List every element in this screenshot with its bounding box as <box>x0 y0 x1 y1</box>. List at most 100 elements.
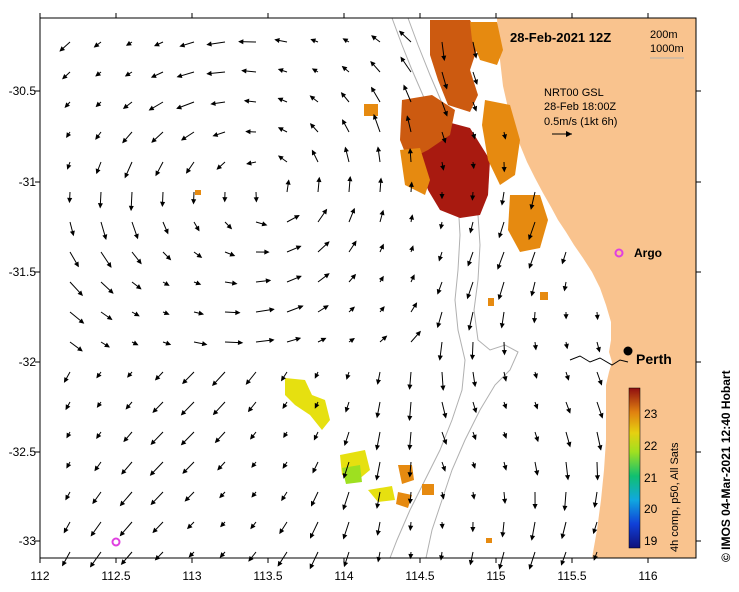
current-vector-head <box>222 197 228 203</box>
current-vector-head <box>502 433 508 439</box>
current-vector-head <box>120 559 127 565</box>
current-vector-head <box>74 261 79 268</box>
current-vector-head <box>90 530 96 537</box>
current-vector-head <box>191 199 197 205</box>
current-vector-head <box>343 146 349 153</box>
current-vector-head <box>340 92 347 98</box>
current-vector-head <box>376 379 381 385</box>
current-vector-head <box>314 372 320 379</box>
current-vector-head <box>151 137 157 143</box>
current-vector-head <box>350 207 356 214</box>
lat-tick-label: -31.5 <box>9 265 37 279</box>
current-vector-head <box>441 137 447 144</box>
current-vector-head <box>562 285 568 292</box>
current-vector-head <box>472 105 478 112</box>
current-vector-head <box>253 197 259 203</box>
current-vector-head <box>342 473 348 479</box>
current-vector-head <box>62 73 68 80</box>
perth-river <box>569 355 629 366</box>
current-vector-head <box>149 470 156 476</box>
current-vector-head <box>341 65 348 72</box>
current-vector-head <box>282 403 288 409</box>
current-vector-head <box>69 230 75 237</box>
current-vector-head <box>212 380 218 387</box>
lat-tick-labels: -30.5 -31 -31.5 -32 -32.5 -33 <box>9 84 37 548</box>
current-vector-head <box>311 68 318 74</box>
current-vector-head <box>104 342 110 348</box>
current-vectors <box>59 30 604 570</box>
current-vector-head <box>251 462 257 468</box>
current-vector-head <box>277 155 284 161</box>
current-vector-head <box>186 523 193 530</box>
current-vector-head <box>136 258 142 265</box>
current-vector-head <box>563 314 569 320</box>
current-vector-head <box>125 40 132 46</box>
current-vector-head <box>176 104 182 110</box>
current-vector-head <box>63 527 69 534</box>
lon-tick-label: 114.5 <box>405 569 434 583</box>
plot-border <box>39 17 697 559</box>
lon-tick-label: 112 <box>30 569 49 583</box>
current-vector-head <box>371 35 377 41</box>
sst-orange-speck <box>195 190 201 195</box>
current-vector-head <box>410 274 415 281</box>
current-vector-head <box>408 181 414 187</box>
current-vector-head <box>471 381 478 388</box>
current-vector-head <box>564 374 570 381</box>
perth-label: Perth <box>636 351 672 367</box>
argo-float-marker <box>111 537 121 547</box>
current-vector-head <box>124 71 131 77</box>
current-vector-head <box>241 68 247 74</box>
current-vector-head <box>529 204 535 210</box>
current-vector-head <box>188 551 195 558</box>
current-vector-head <box>152 407 158 414</box>
current-vector-head <box>198 310 205 316</box>
current-vector-head <box>97 203 103 209</box>
current-vector-head <box>122 103 129 109</box>
current-vector-head <box>398 30 405 37</box>
current-vector-head <box>597 444 603 451</box>
current-vector-head <box>441 465 446 472</box>
current-vector-head <box>96 433 102 439</box>
current-vector-head <box>102 234 108 241</box>
sst-orange-offshore <box>396 492 412 508</box>
current-vector-head <box>194 225 200 232</box>
current-vector-head <box>269 337 275 343</box>
sst-orange-offshore <box>422 484 434 495</box>
current-vector-head <box>342 533 348 540</box>
sst-colorbar <box>628 387 641 549</box>
current-vector-head <box>403 84 408 91</box>
current-vector-head <box>310 532 315 539</box>
sst-orange-west <box>400 148 430 195</box>
lat-tick-label: -30.5 <box>9 84 37 98</box>
current-vector-head <box>498 563 503 570</box>
current-vector-head <box>152 527 158 534</box>
current-vector-head <box>127 372 133 378</box>
current-vector-head <box>502 376 508 382</box>
current-vector-head <box>563 343 569 350</box>
current-vector-head <box>277 127 284 132</box>
current-vector-head <box>180 439 187 446</box>
current-vector-head <box>106 262 112 268</box>
lon-tick-label: 116 <box>638 569 657 583</box>
current-vector-head <box>530 535 536 541</box>
land-mass <box>497 18 696 558</box>
current-vector-head <box>93 42 100 48</box>
current-vector-head <box>282 463 288 469</box>
current-vector-head <box>533 403 539 410</box>
current-vector-head <box>150 499 156 506</box>
current-vector-head <box>528 564 534 570</box>
current-vector-head <box>295 245 302 251</box>
current-vector-head <box>94 465 100 472</box>
current-vector-head <box>154 374 161 381</box>
lat-tick-label: -32.5 <box>9 445 37 459</box>
current-vector-head <box>592 528 598 535</box>
current-vector-head <box>373 113 378 120</box>
current-vector-head <box>370 60 376 67</box>
current-vector-head <box>375 444 380 451</box>
current-vector-head <box>63 377 69 383</box>
current-vector-head <box>217 464 223 471</box>
current-vector-head <box>343 561 349 568</box>
current-vector-head <box>285 179 291 185</box>
